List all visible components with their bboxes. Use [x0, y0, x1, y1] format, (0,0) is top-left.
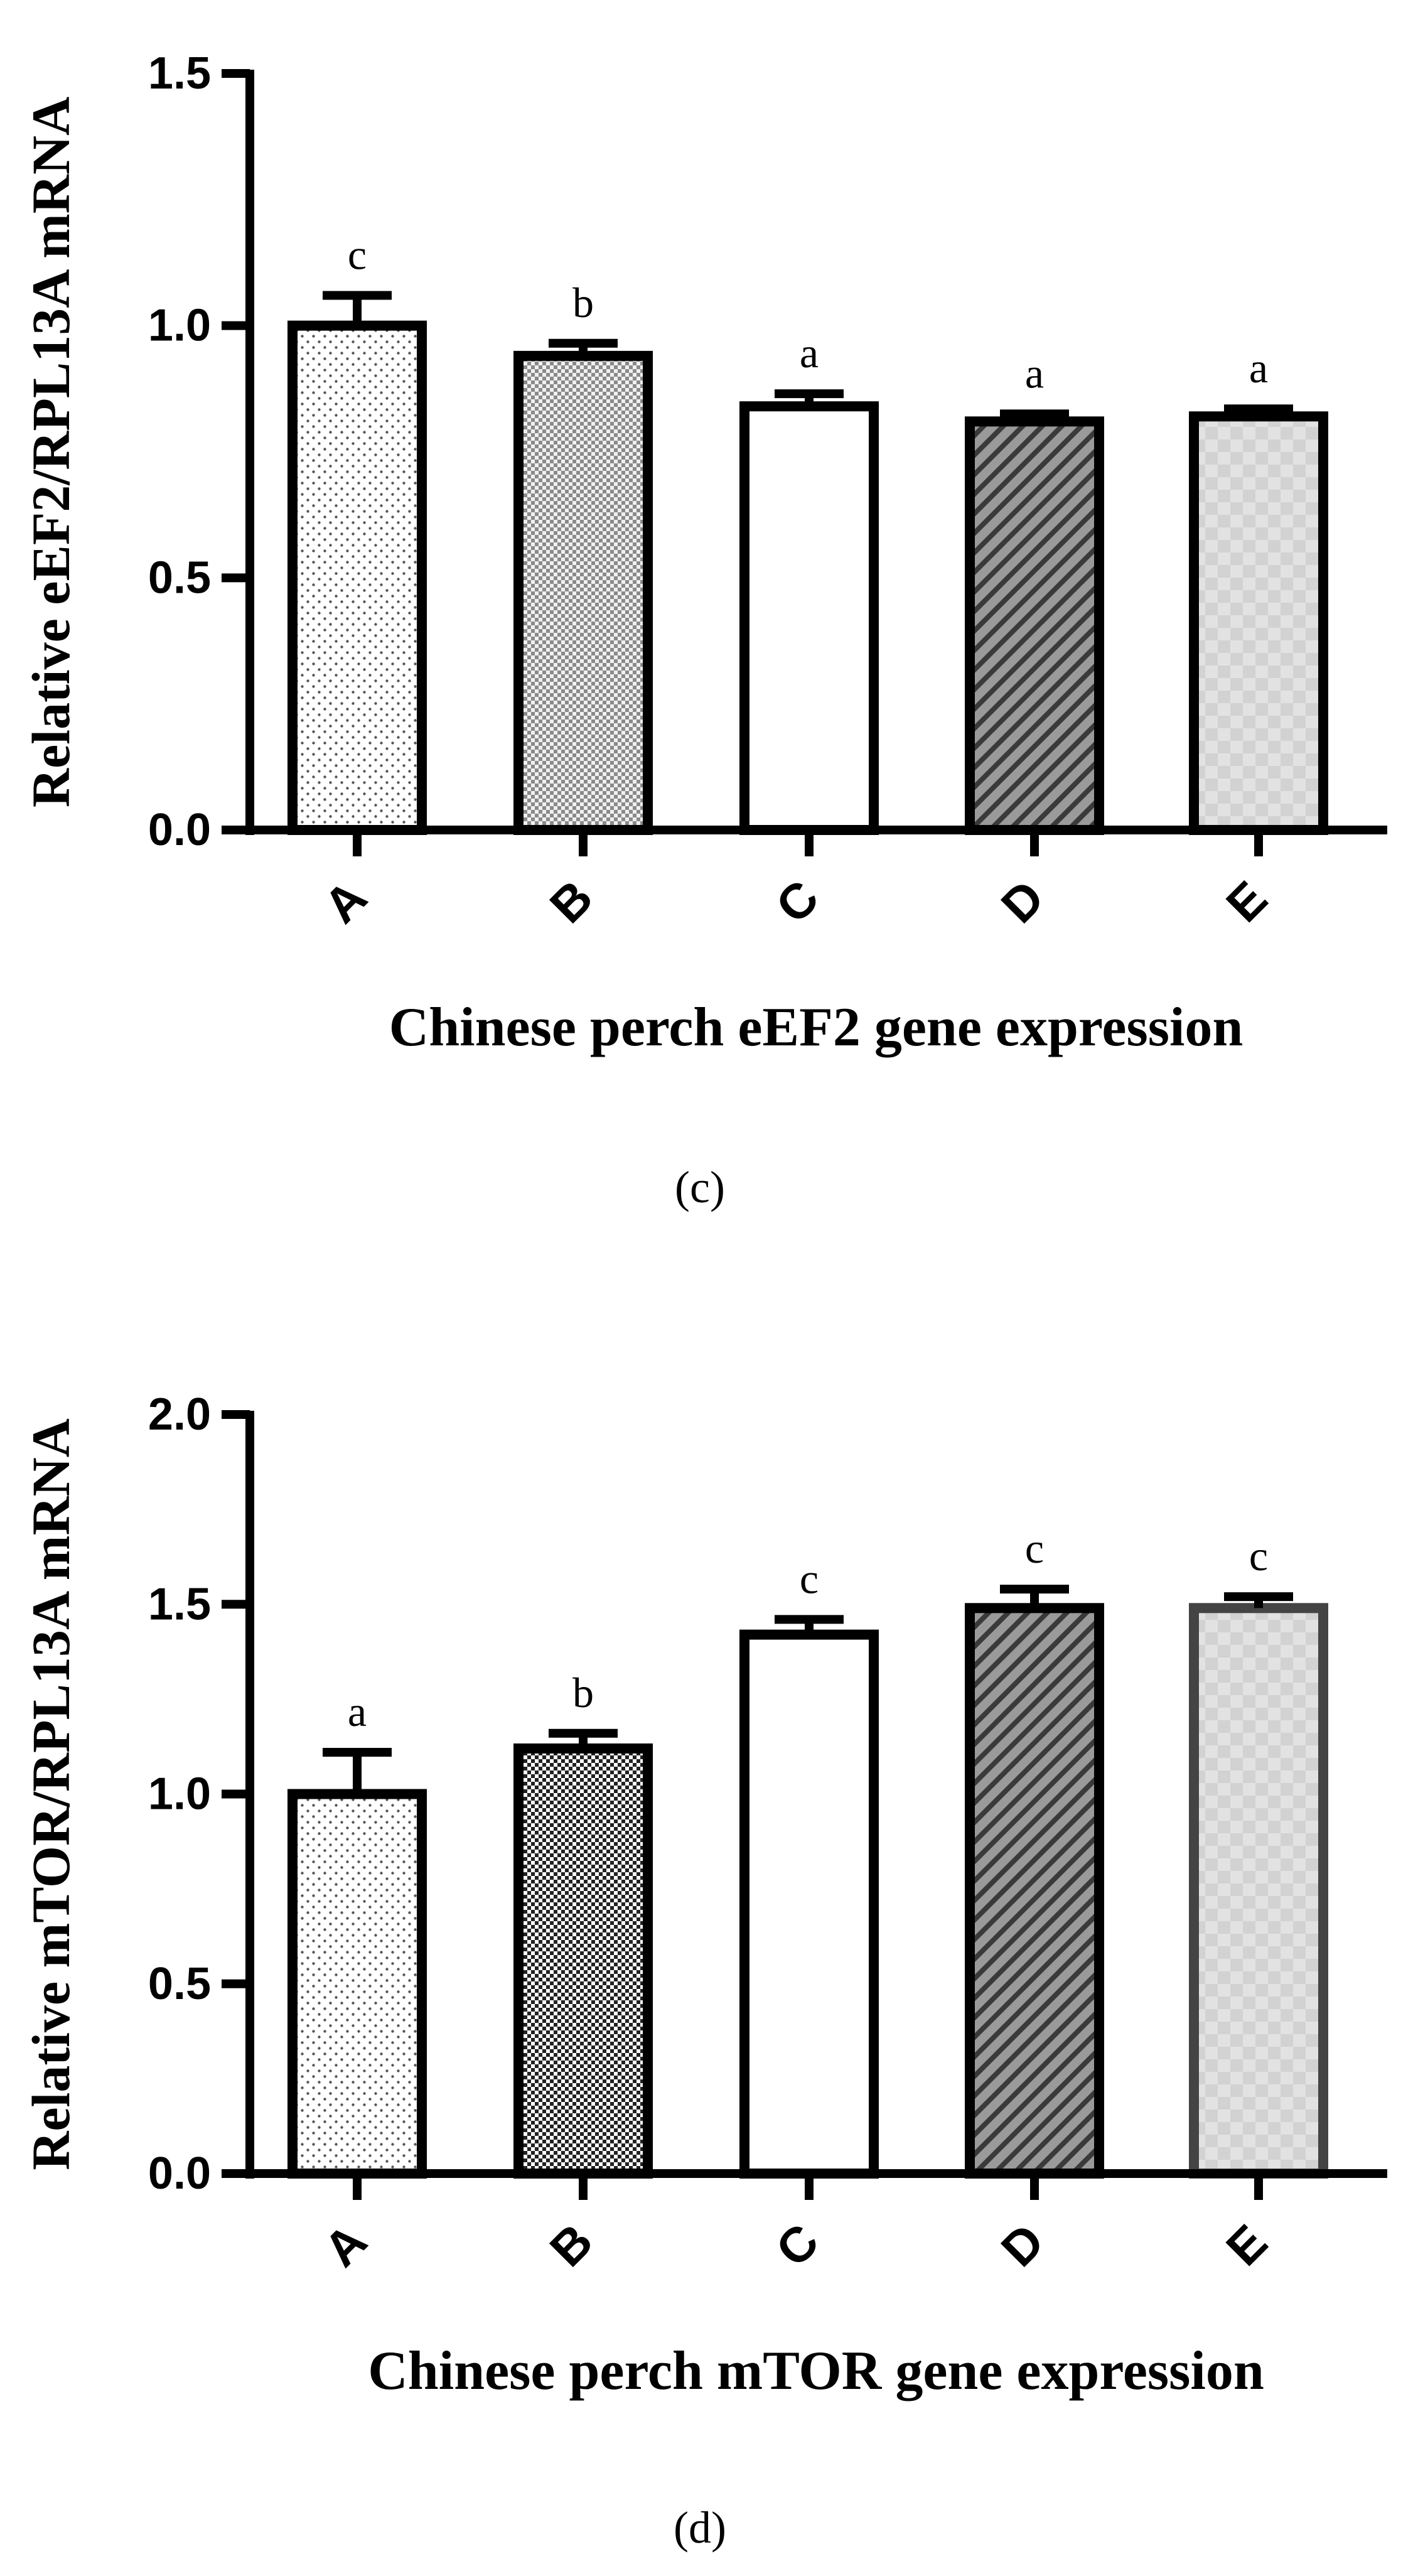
x-axis-title: Chinese perch eEF2 gene expression — [389, 997, 1243, 1058]
y-tick-label: 1.0 — [148, 1769, 211, 1819]
x-tick-label-e: E — [1215, 870, 1277, 932]
y-tick-label: 0.5 — [148, 552, 211, 603]
bar-b — [513, 1743, 653, 2179]
bar-c — [739, 401, 879, 835]
eef2-bar-chart: c b a a a 0.0 0.5 1.0 1.5 A B C D E Chinese perch eEF2… — [21, 48, 1387, 1212]
bar-b — [513, 350, 653, 835]
significance-label-b: b — [572, 279, 594, 326]
x-tick-label-b: B — [539, 870, 603, 934]
x-tick-label-d: D — [991, 2213, 1055, 2277]
y-tick-label: 0.0 — [148, 2148, 211, 2199]
bar-c — [739, 1629, 879, 2179]
significance-label-d: c — [1025, 1524, 1044, 1572]
x-axis-title: Chinese perch mTOR gene expression — [368, 2341, 1264, 2401]
x-tick-label-c: C — [765, 870, 829, 934]
bar-a — [287, 1789, 427, 2179]
x-tick-label-e: E — [1215, 2214, 1277, 2276]
y-tick-label: 1.5 — [148, 48, 211, 99]
significance-label-e: c — [1249, 1532, 1268, 1580]
bar-e — [1189, 411, 1328, 835]
significance-label-c: c — [800, 1555, 819, 1602]
panel-label: (c) — [675, 1162, 725, 1212]
significance-label-a: a — [348, 1688, 367, 1735]
significance-label-d: a — [1025, 349, 1044, 397]
significance-label-b: b — [572, 1669, 594, 1716]
mtor-bar-chart: a b c c c 0.0 0.5 1.0 1.5 2.0 A B C D E Chinese perch m… — [21, 1389, 1387, 2553]
significance-label-e: a — [1249, 344, 1268, 392]
panel-label: (d) — [674, 2503, 726, 2553]
bar-d — [965, 416, 1104, 835]
y-tick-label: 0.5 — [148, 1959, 211, 2009]
y-axis-title: Relative eEF2/RPL13A mRNA — [21, 97, 81, 807]
x-tick-label-a: A — [313, 870, 377, 934]
x-tick-label-b: B — [539, 2213, 603, 2277]
significance-label-c: a — [800, 329, 819, 377]
y-tick-label: 1.0 — [148, 301, 211, 351]
y-tick-label: 1.5 — [148, 1579, 211, 1629]
y-tick-label: 2.0 — [148, 1389, 211, 1440]
bar-d — [965, 1603, 1104, 2179]
bar-e — [1189, 1603, 1328, 2179]
x-tick-label-d: D — [991, 870, 1055, 934]
bar-a — [287, 320, 427, 835]
significance-label-a: c — [348, 230, 367, 278]
x-tick-label-a: A — [313, 2213, 377, 2277]
x-tick-label-c: C — [765, 2213, 829, 2277]
y-axis-title: Relative mTOR/RPL13A mRNA — [21, 1418, 81, 2170]
y-tick-label: 0.0 — [148, 805, 211, 855]
